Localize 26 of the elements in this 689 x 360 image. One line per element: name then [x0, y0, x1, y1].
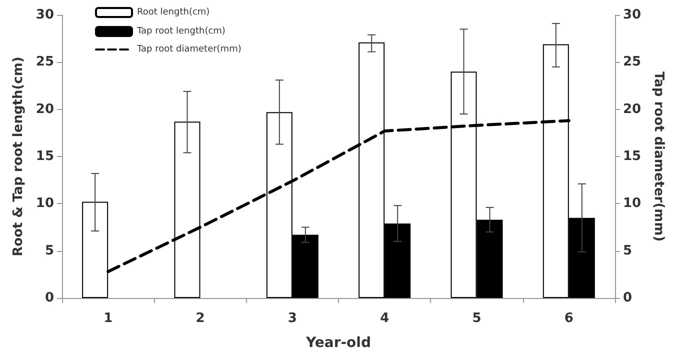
legend-label: Tap root length(cm) [136, 26, 226, 36]
x-tick-label: 3 [288, 311, 297, 326]
y-tick-label: 30 [36, 8, 54, 22]
x-tick-label: 6 [564, 311, 574, 326]
legend-label: Tap root diameter(mm) [136, 44, 242, 54]
y-tick-label: 10 [36, 196, 54, 212]
y-tick-label: 15 [36, 149, 54, 164]
y2-tick-label: 10 [623, 196, 642, 212]
x-axis-title: Year-old [305, 335, 371, 351]
y2-tick-label: 30 [623, 8, 642, 22]
y2-axis-title: Tap root diameter(mm) [650, 71, 666, 242]
y-axis-title: Root & Tap root length(cm) [11, 56, 26, 256]
y2-tick-label: 0 [623, 290, 632, 306]
y-tick-label: 5 [44, 243, 54, 258]
y-tick-label: 20 [36, 102, 54, 117]
x-tick-label: 4 [380, 311, 390, 326]
x-tick-label: 2 [196, 311, 205, 326]
x-tick-label: 5 [472, 311, 482, 326]
y2-tick-label: 15 [623, 149, 642, 164]
y-tick-label: 25 [36, 54, 54, 70]
y2-tick-label: 5 [623, 243, 632, 258]
y-tick-label: 0 [44, 290, 54, 306]
y2-tick-label: 25 [623, 54, 642, 70]
x-tick-label: 1 [104, 311, 113, 326]
y2-tick-label: 20 [623, 102, 642, 117]
legend-label: Root length(cm) [137, 8, 210, 18]
